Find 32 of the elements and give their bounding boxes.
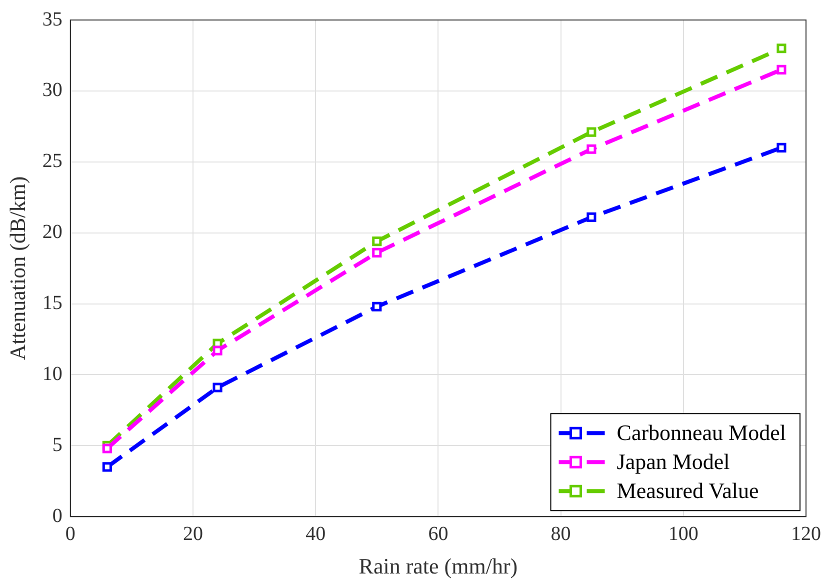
point (212, 346, 222, 356)
y-axis-title: Attenuation (dB/km) (4, 176, 30, 360)
x-tick-label: 60 (428, 522, 448, 545)
x-tick-label: 100 (668, 522, 698, 545)
x-axis-title: Rain rate (mm/hr) (358, 554, 518, 579)
x-tick-label: 40 (306, 522, 326, 545)
legend-label: Carbonneau Model (616, 420, 786, 445)
legend-label: Japan Model (616, 448, 730, 474)
y-tick-label: 15 (42, 292, 62, 314)
point (212, 382, 222, 392)
y-tick-label: 10 (42, 362, 62, 385)
y-tick-label: 0 (52, 504, 62, 527)
y-tick-label: 35 (42, 8, 62, 30)
y-tick-label: 30 (42, 79, 62, 102)
point (372, 302, 382, 312)
y-tick-label: 5 (52, 434, 62, 456)
y-tick-label: 20 (42, 221, 62, 244)
x-tick-label: 80 (550, 522, 571, 545)
point (586, 212, 596, 222)
point (372, 248, 382, 258)
point (372, 236, 382, 246)
x-tick-label: 20 (183, 522, 203, 545)
point (102, 444, 112, 454)
legend-label: Measured Value (616, 478, 759, 503)
point (776, 142, 786, 152)
point (102, 462, 112, 472)
x-tick-label: 120 (791, 522, 821, 545)
y-tick-label: 25 (42, 150, 62, 172)
point (586, 144, 596, 154)
point (776, 64, 786, 74)
point (586, 127, 596, 137)
point (776, 44, 786, 54)
